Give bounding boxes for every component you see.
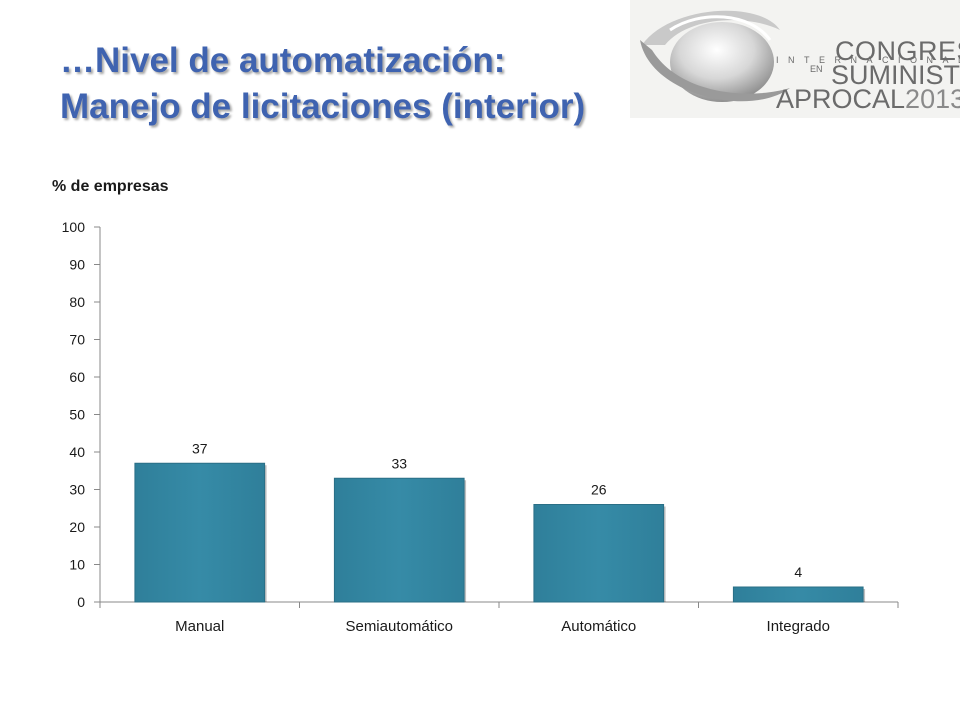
y-tick-label: 80 [69, 294, 85, 310]
y-axis-label: % de empresas [52, 178, 169, 195]
y-tick-label: 40 [69, 444, 85, 460]
logo-year-text: 2013 [905, 84, 960, 114]
bar [134, 462, 266, 603]
slide-title-line-2: Manejo de licitaciones (interior) [60, 87, 586, 126]
y-tick-label: 0 [77, 594, 85, 610]
bar [333, 477, 465, 603]
slide-title: …Nivel de automatización: Manejo de lici… [60, 38, 585, 130]
data-label: 26 [591, 482, 607, 498]
logo-congreso-text: CONGRESO [835, 36, 960, 66]
y-tick-label: 50 [69, 407, 85, 423]
y-tick-label: 100 [62, 219, 86, 235]
logo-suministros-text: SUMINISTROS [831, 60, 960, 90]
y-tick-label: 30 [69, 482, 85, 498]
bar [533, 504, 665, 603]
slide-title-line-1: …Nivel de automatización: [60, 41, 506, 80]
logo-emblem-icon [640, 10, 790, 102]
y-tick-label: 70 [69, 332, 85, 348]
x-tick-label: Integrado [767, 618, 830, 635]
data-label: 4 [794, 564, 802, 580]
logo-aprocal-text: APROCAL2013 [776, 84, 960, 115]
y-tick-label: 60 [69, 369, 85, 385]
data-label: 37 [192, 440, 208, 456]
y-tick-label: 90 [69, 257, 85, 273]
data-label: 33 [391, 455, 407, 471]
logo-internacional-text: INTERNACIONAL [776, 55, 960, 65]
x-tick-label: Manual [175, 618, 224, 635]
logo-aprocal-word: APROCAL [776, 84, 906, 114]
congreso-logo: CONGRESO INTERNACIONAL EN SUMINISTROS AP… [630, 0, 960, 118]
x-tick-label: Semiautomático [345, 618, 453, 635]
y-tick-label: 10 [69, 557, 85, 573]
y-tick-label: 20 [69, 519, 85, 535]
logo-en-text: EN [810, 64, 823, 74]
x-tick-label: Automático [561, 618, 636, 635]
bar [732, 586, 864, 603]
